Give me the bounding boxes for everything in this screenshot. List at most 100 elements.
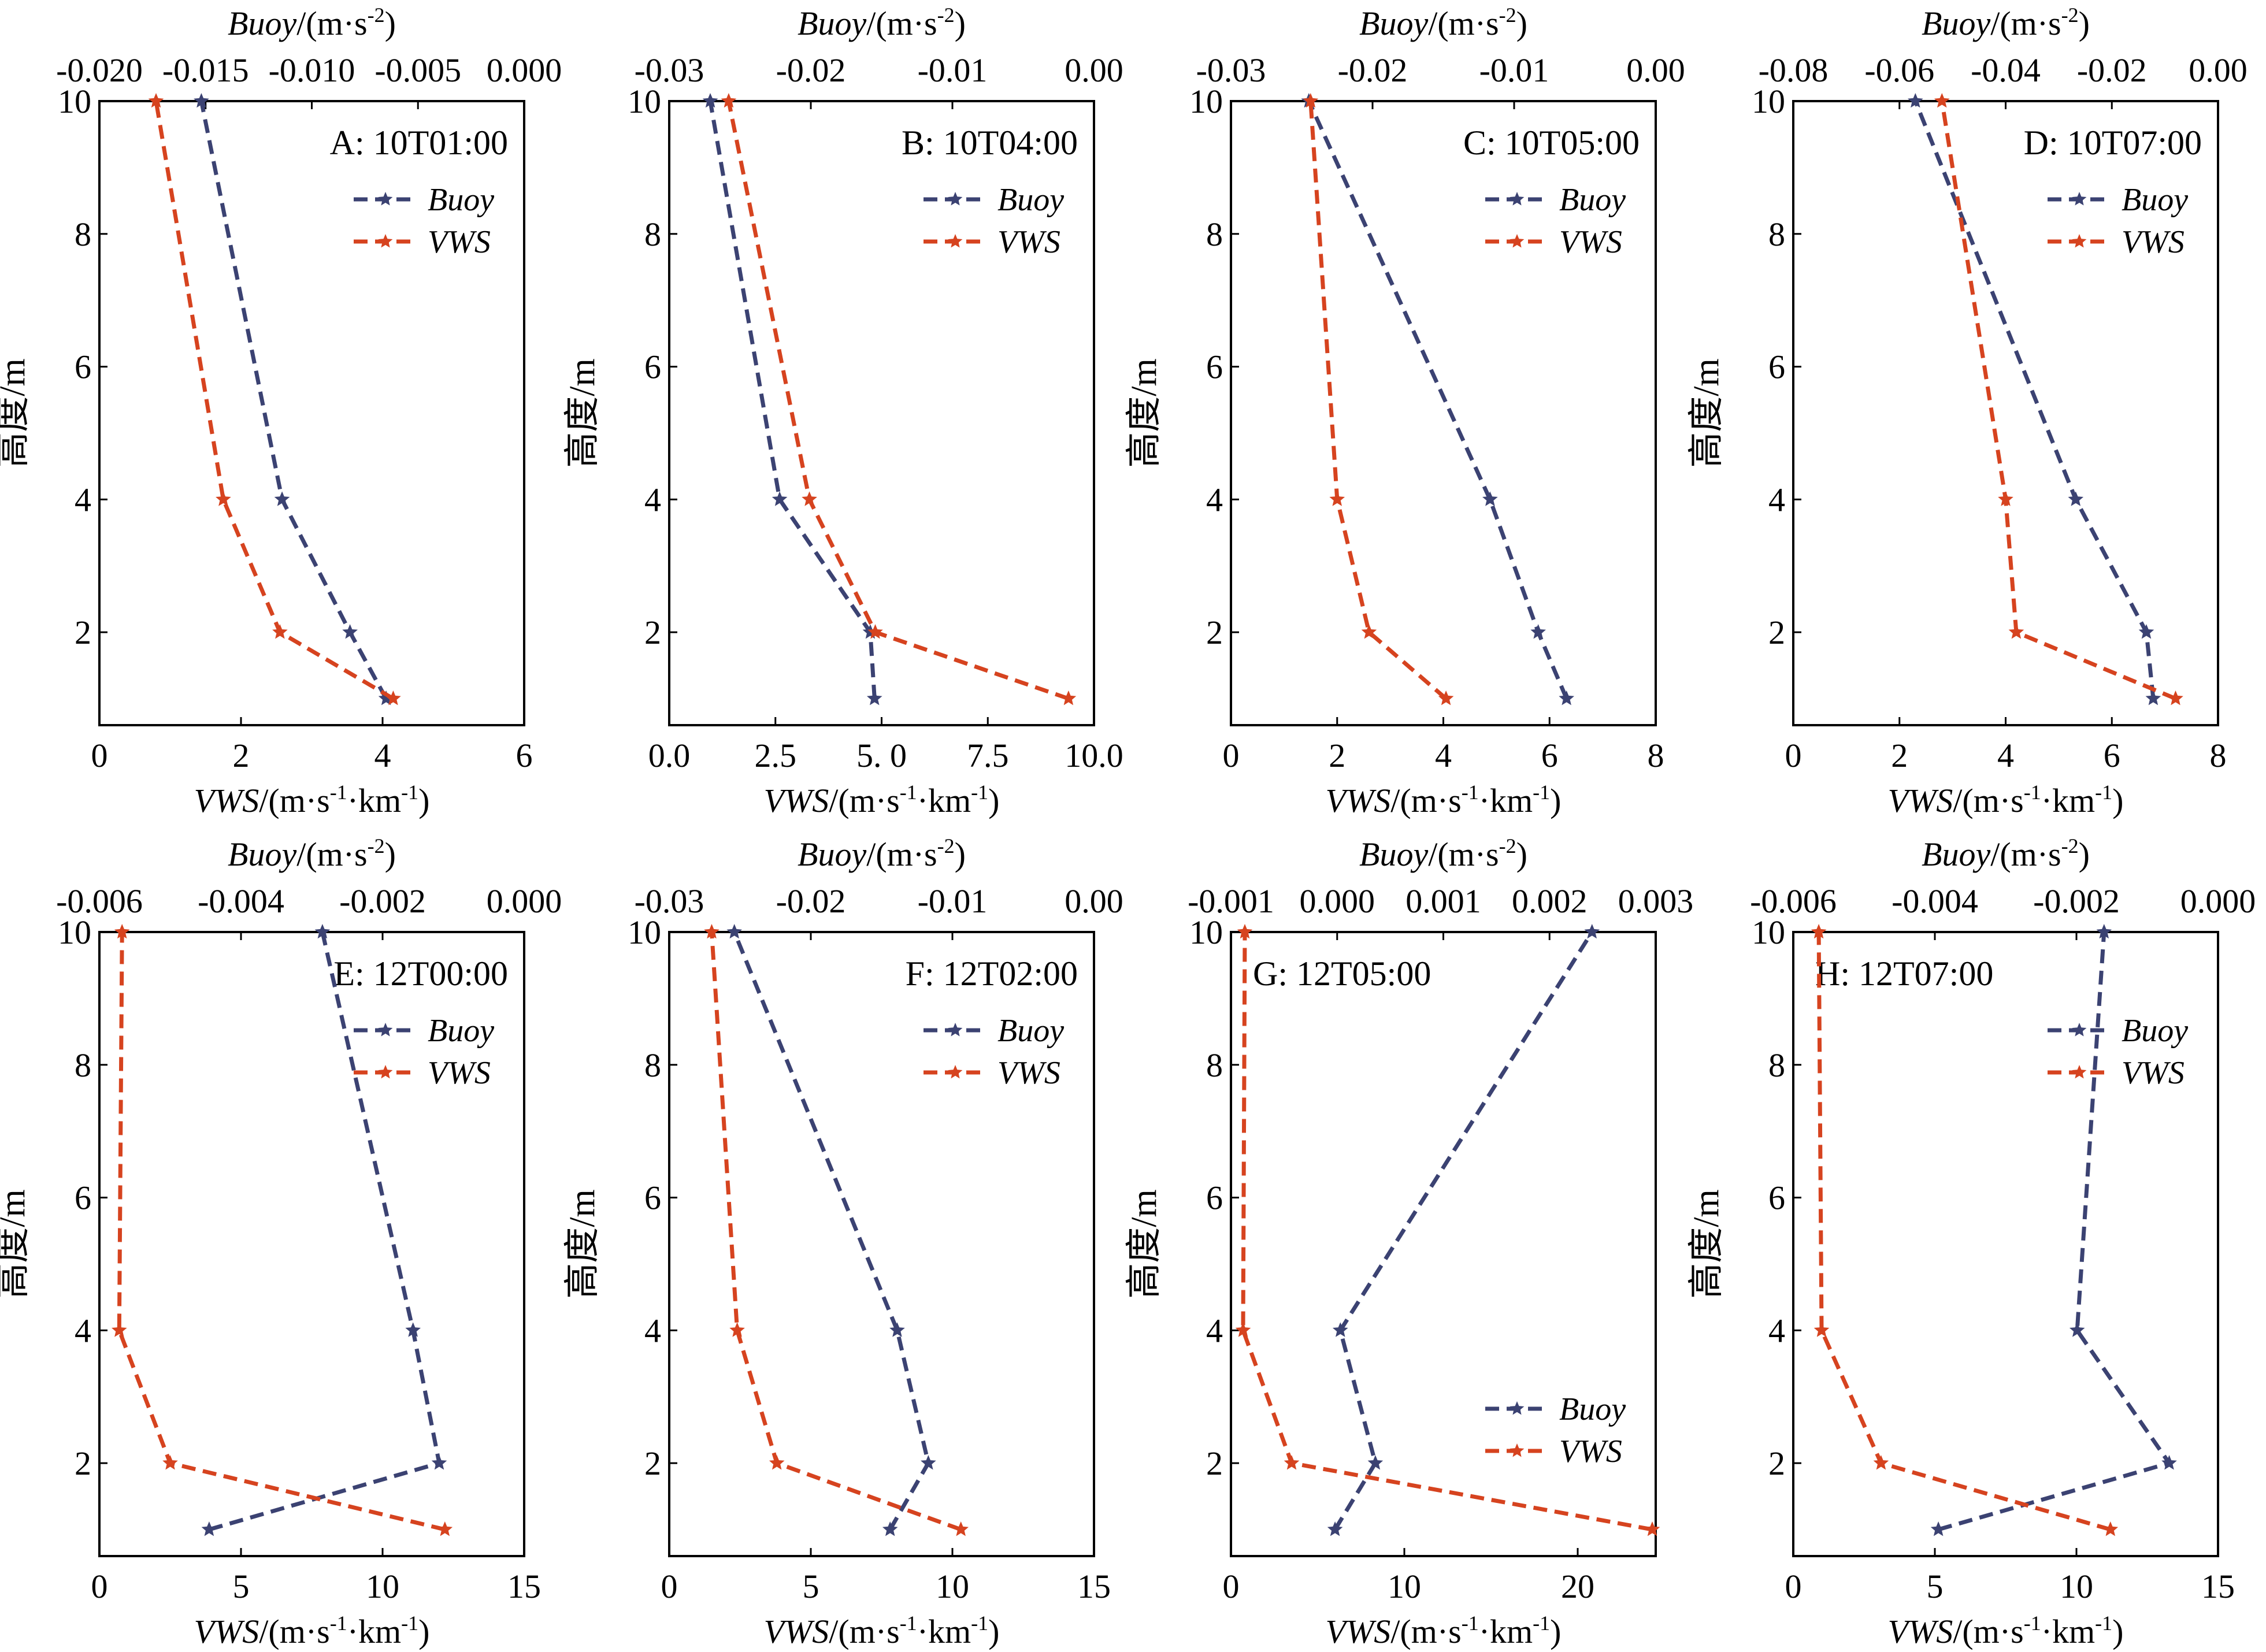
x2-axis-label-sup: -2 <box>368 3 385 27</box>
series-line-vws <box>1241 931 1653 1532</box>
x2-tick-label: 0.000 <box>2180 882 2256 920</box>
x2-tick-label: -0.03 <box>635 51 704 89</box>
x-tick-label: 7.5 <box>967 737 1009 774</box>
x2-tick-label: 0.003 <box>1618 882 1694 920</box>
y-tick-label: 6 <box>644 348 661 386</box>
legend-marker-vws <box>1510 1443 1525 1457</box>
x2-tick-label: -0.004 <box>1892 882 1978 920</box>
data-point-vws <box>1873 1455 1889 1470</box>
panel-title: F: 12T02:00 <box>906 955 1078 993</box>
data-point-buoy <box>1559 691 1574 706</box>
x-axis-label: VWS/(m·s-1·km-1) <box>1888 781 2124 819</box>
x2-axis-label: Buoy/(m·s-2) <box>798 834 966 873</box>
legend-marker-vws <box>948 1065 963 1079</box>
legend-marker-buoy <box>1510 1401 1525 1415</box>
legend-label-vws: VWS <box>1559 1434 1622 1469</box>
x2-tick-label: -0.04 <box>1971 51 2041 89</box>
panel-title: A: 10T01:00 <box>330 124 508 162</box>
x-tick-label: 4 <box>374 737 391 774</box>
data-point-vws <box>721 93 737 108</box>
legend-label-buoy: Buoy <box>428 1013 494 1049</box>
panel-title: B: 10T04:00 <box>902 124 1078 162</box>
data-point-buoy <box>342 624 358 639</box>
data-point-buoy <box>726 924 742 939</box>
data-point-buoy <box>921 1455 936 1470</box>
x-axis-label-name: VWS <box>1888 1613 1953 1650</box>
legend-label-vws: VWS <box>1559 224 1622 260</box>
x2-axis-label-sup: -2 <box>937 834 955 857</box>
x-axis-label-close: ) <box>2112 1613 2123 1650</box>
x2-axis-label-sup: -2 <box>368 834 385 857</box>
x-axis-label: VWS/(m·s-1·km-1) <box>194 1612 430 1650</box>
x-tick-label: 0 <box>1223 737 1240 774</box>
y-tick-label: 4 <box>1768 1312 1785 1349</box>
y-tick-label: 4 <box>1768 481 1785 518</box>
x2-axis-label-close: ) <box>1516 836 1527 873</box>
x-tick-label: 0 <box>91 737 108 774</box>
x2-tick-label: 0.000 <box>1300 882 1375 920</box>
x-axis-label-sup: -1 <box>1462 1612 1479 1635</box>
y-tick-label: 6 <box>1768 348 1785 386</box>
y-axis-label: 高度/m <box>563 1189 602 1298</box>
x2-tick-label: 0.000 <box>487 882 562 920</box>
y-axis-label: 高度/m <box>0 358 32 467</box>
data-point-buoy <box>274 491 290 506</box>
x2-axis-label-units: /(m·s <box>296 836 367 873</box>
data-point-buoy <box>2096 924 2112 939</box>
legend-marker-vws <box>378 1065 393 1079</box>
data-point-vws <box>162 1455 178 1470</box>
legend-marker-buoy <box>378 1023 393 1037</box>
legend-label-vws: VWS <box>428 224 491 260</box>
x2-axis-label: Buoy/(m·s-2) <box>1359 3 1527 42</box>
x-axis-label-name: VWS <box>1888 782 1953 819</box>
x-tick-label: 15 <box>1077 1568 1111 1605</box>
x-axis-label-sup: -1 <box>900 1612 917 1635</box>
data-point-vws <box>769 1455 785 1470</box>
x2-tick-label: -0.004 <box>198 882 284 920</box>
x2-axis-label: Buoy/(m·s-2) <box>1922 3 2090 42</box>
x2-tick-label: -0.02 <box>1338 51 1408 89</box>
y-tick-label: 4 <box>1206 481 1223 518</box>
data-point-buoy <box>201 1521 217 1536</box>
x2-axis-label-sup: -2 <box>1499 3 1516 27</box>
x-axis-label-units: /(m·s <box>1953 782 2023 819</box>
data-point-buoy <box>702 93 718 108</box>
data-point-vws <box>216 491 231 506</box>
y-tick-label: 10 <box>58 914 91 951</box>
x-tick-label: 10.0 <box>1065 737 1123 774</box>
legend-marker-vws <box>2072 234 2087 248</box>
data-point-buoy <box>2069 1322 2085 1337</box>
x-tick-label: 10 <box>366 1568 399 1605</box>
x-axis-label-sup: -1 <box>2024 1612 2041 1635</box>
x2-axis-label-units: /(m·s <box>1990 5 2061 42</box>
y-tick-label: 6 <box>644 1179 661 1217</box>
x2-axis-label-close: ) <box>955 5 966 42</box>
x-tick-label: 0 <box>91 1568 108 1605</box>
x-axis-label-sup: -1 <box>2024 781 2041 804</box>
y-tick-label: 8 <box>75 216 91 253</box>
x2-axis-label-name: Buoy <box>228 5 296 42</box>
x-axis-label-name: VWS <box>194 1613 259 1650</box>
x2-axis-label: Buoy/(m·s-2) <box>1359 834 1527 873</box>
y-axis-label: 高度/m <box>0 1189 32 1298</box>
legend-label-buoy: Buoy <box>428 182 494 218</box>
x-axis-label-sup: -1 <box>330 1612 347 1635</box>
x-tick-label: 15 <box>507 1568 541 1605</box>
x2-axis-label-sup: -2 <box>2061 834 2079 857</box>
x-axis-label-sup: -1 <box>1533 781 1550 804</box>
series-line-vws <box>154 101 395 701</box>
data-point-vws <box>385 691 401 706</box>
data-point-buoy <box>882 1521 898 1536</box>
x-axis-label-close: ) <box>418 782 429 819</box>
x-tick-label: 10 <box>1388 1568 1421 1605</box>
y-tick-label: 2 <box>1206 1445 1223 1482</box>
y-tick-label: 10 <box>1189 914 1223 951</box>
data-point-vws <box>1811 924 1827 939</box>
x2-axis-label-close: ) <box>385 5 396 42</box>
data-point-buoy <box>2068 491 2084 506</box>
data-point-vws <box>2168 691 2183 706</box>
x2-tick-label: 0.001 <box>1405 882 1481 920</box>
legend-label-buoy: Buoy <box>997 182 1064 218</box>
y-tick-label: 8 <box>1768 1046 1785 1084</box>
y-tick-label: 2 <box>75 1445 91 1482</box>
